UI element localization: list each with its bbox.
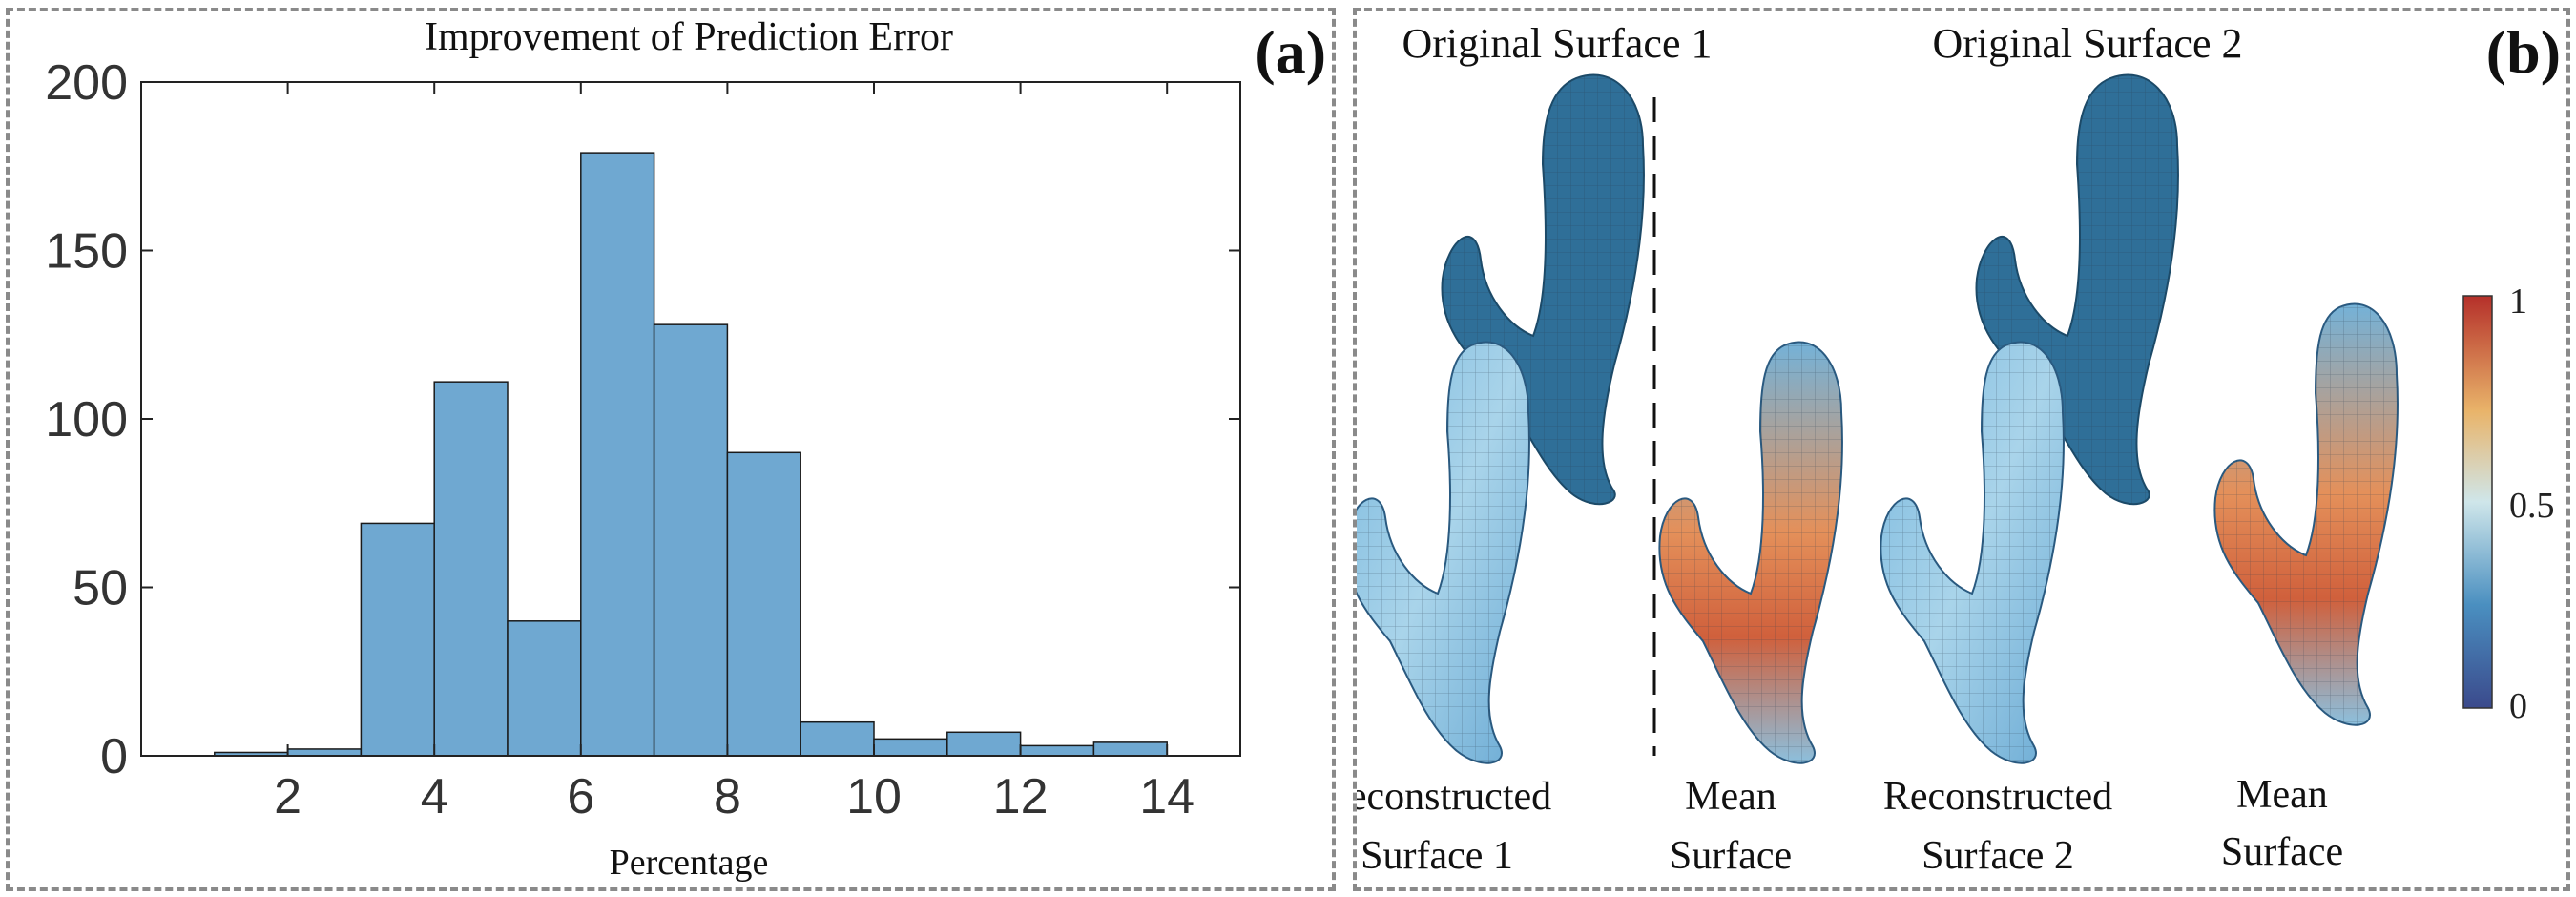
histogram-bar [580, 152, 655, 757]
x-tick-label: 8 [714, 769, 741, 824]
x-tick-label: 4 [421, 769, 448, 824]
caption-mean-1-line1: Mean [1685, 775, 1776, 819]
caption-reconstructed-1-line1: Reconstructed [1357, 775, 1551, 819]
x-tick-label: 12 [993, 769, 1049, 824]
colorbar-mid-label: 0.5 [2509, 486, 2555, 526]
x-tick-label: 2 [274, 769, 301, 824]
histogram-bar [360, 522, 435, 757]
y-tick-label: 0 [100, 729, 128, 784]
chart-title: Improvement of Prediction Error [425, 15, 953, 59]
surfaces-figure: Original Surface 1 Original Surface 2 (b… [1357, 18, 2561, 878]
histogram-bar [507, 620, 582, 757]
histogram-bar [653, 323, 729, 757]
x-axis-label: Percentage [610, 843, 769, 883]
bars-layer [214, 152, 1168, 757]
panel-b: Original Surface 1 Original Surface 2 (b… [1353, 8, 2570, 891]
panel-label-b: (b) [2486, 18, 2561, 86]
caption-mean-2-line2: Surface [2221, 830, 2343, 874]
mean-surface-1 [1658, 341, 1843, 764]
x-tick-label: 6 [567, 769, 594, 824]
panel-label-a: (a) [1255, 18, 1326, 86]
histogram-bar [433, 381, 509, 757]
y-tick-label: 150 [45, 224, 128, 280]
caption-mean-2-line1: Mean [2236, 773, 2328, 817]
heading-original-2: Original Surface 2 [1933, 20, 2243, 67]
reconstructed-surface-2 [1880, 341, 2065, 764]
heading-original-1: Original Surface 1 [1402, 20, 1713, 67]
histogram-chart: Improvement of Prediction Error (a) 2 4 6 8… [45, 15, 1326, 883]
histogram-bar [800, 720, 875, 757]
panel-a: Improvement of Prediction Error (a) 2 4 6 8… [6, 8, 1336, 891]
y-tick-label: 50 [73, 561, 128, 616]
histogram-bar [946, 731, 1022, 757]
histogram-bar [726, 451, 801, 757]
colorbar-max-label: 1 [2509, 282, 2527, 322]
colorbar-min-label: 0 [2509, 686, 2527, 726]
histogram-bar [873, 738, 948, 757]
reconstructed-surface-1 [1357, 341, 1530, 764]
mean-surface-2 [2213, 302, 2399, 726]
y-tick-label: 100 [45, 392, 128, 448]
x-tick-label: 10 [846, 769, 902, 824]
colorbar: 1 0.5 0 [2462, 282, 2555, 726]
caption-mean-1-line2: Surface [1670, 834, 1792, 878]
histogram-bar [286, 748, 363, 757]
caption-reconstructed-2-line2: Surface 2 [1922, 834, 2074, 878]
histogram-bar [1019, 744, 1095, 757]
ticks-layer: 2 4 6 8 10 12 14 0 50 100 150 200 [45, 55, 1240, 824]
colorbar-gradient [2462, 295, 2493, 709]
y-tick-label: 200 [45, 55, 128, 111]
caption-reconstructed-2-line1: Reconstructed [1883, 775, 2112, 819]
x-tick-label: 14 [1139, 769, 1195, 824]
histogram-bar [1092, 741, 1168, 757]
caption-reconstructed-1-line2: Surface 1 [1361, 834, 1513, 878]
